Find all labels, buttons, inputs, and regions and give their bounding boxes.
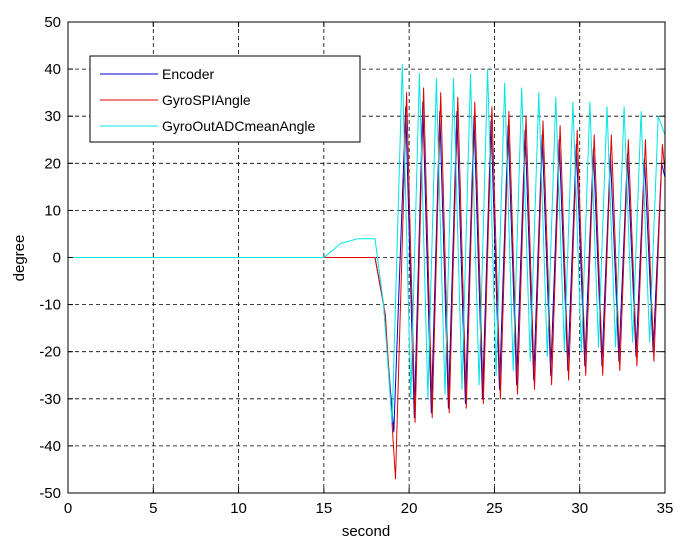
x-tick-label: 20 [401,500,418,517]
x-tick-label: 25 [486,500,503,517]
legend-box [89,55,361,143]
series-line-gyrooutadcmeanangle [68,63,666,423]
series-line-encoder [68,101,666,433]
x-tick-label: 15 [316,500,333,517]
legend-label-gyrooutadcmeanangle: GyroOutADCmeanAngle [162,118,316,134]
legend-label-encoder: Encoder [162,66,214,82]
y-axis-label: degree [11,235,28,282]
y-tick-label: -30 [39,391,61,408]
axis-ticks: 0 5 10 15 20 25 30 35 -50 -40 -30 -20 -10 0 10 20 30 40 50 [39,14,673,517]
y-tick-label: 40 [44,61,61,78]
y-tick-label: 10 [44,202,61,219]
x-tick-label: 10 [230,500,247,517]
y-tick-label: -50 [39,485,61,502]
y-tick-label: -40 [39,438,61,455]
x-tick-label: 5 [149,500,157,517]
x-tick-label: 35 [657,500,674,517]
y-tick-label: 50 [44,14,61,31]
y-tick-label: -20 [39,344,61,361]
y-tick-label: 20 [44,155,61,172]
y-tick-label: 0 [53,250,61,267]
series-lines [68,63,666,480]
legend: Encoder GyroSPIAngle GyroOutADCmeanAngle [89,55,361,143]
x-tick-label: 30 [571,500,588,517]
series-line-gyrospiangle [68,87,666,480]
legend-label-gyrospiangle: GyroSPIAngle [162,92,251,108]
x-axis-label: second [342,523,390,540]
x-tick-label: 0 [64,500,72,517]
y-tick-label: -10 [39,297,61,314]
y-tick-label: 30 [44,108,61,125]
